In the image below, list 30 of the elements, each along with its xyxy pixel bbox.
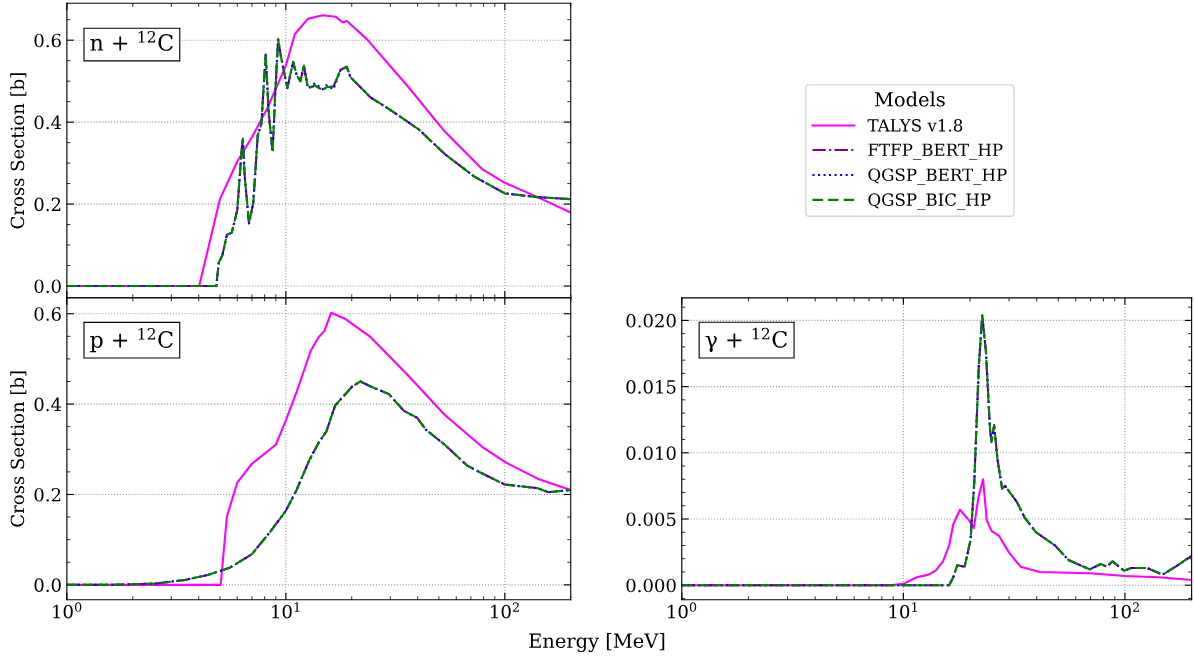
y-tick-label: 0.010 — [626, 446, 676, 460]
y-tick-label: 0.6 — [34, 33, 61, 48]
legend-label: TALYS v1.8 — [867, 119, 963, 132]
x-tick-label: 10$^{1}$ — [889, 602, 917, 619]
legend-label: QGSP_BIC_HP — [868, 193, 991, 210]
y-tick-label: 0.015 — [626, 380, 676, 394]
y-tick-label: 0.4 — [34, 115, 62, 130]
legend-title: Models — [874, 91, 945, 107]
x-axis-title: Energy [MeV] — [529, 632, 665, 653]
y-tick-label: 0.020 — [626, 313, 676, 328]
legend-label: FTFP_BERT_HP — [868, 143, 1003, 160]
y-tick-label: 0.2 — [34, 197, 61, 212]
legend-label: QGSP_BERT_HP — [868, 168, 1007, 185]
x-tick-label: 10$^{2}$ — [1111, 602, 1139, 619]
x-tick-label: 10$^{1}$ — [272, 602, 300, 619]
y-tick-label: 0.4 — [34, 397, 62, 412]
y-axis-title: Cross Section [b] — [10, 73, 27, 229]
annotation: γ + $^{12}$C — [705, 327, 787, 353]
y-tick-label: 0.000 — [626, 578, 676, 593]
y-tick-label: 0.2 — [34, 487, 61, 502]
x-tick-label: 10$^{0}$ — [53, 602, 82, 619]
y-tick-label: 0.005 — [626, 512, 676, 527]
x-tick-label: 10$^{2}$ — [491, 602, 519, 619]
y-tick-label: 0.0 — [34, 578, 61, 592]
y-tick-label: 0.0 — [34, 279, 61, 294]
y-axis-title: Cross Section [b] — [10, 371, 27, 527]
y-tick-label: 0.6 — [34, 307, 61, 321]
annotation: n + $^{12}$C — [90, 30, 173, 51]
x-tick-label: 10$^{0}$ — [668, 602, 697, 619]
annotation: p + $^{12}$C — [90, 327, 173, 353]
